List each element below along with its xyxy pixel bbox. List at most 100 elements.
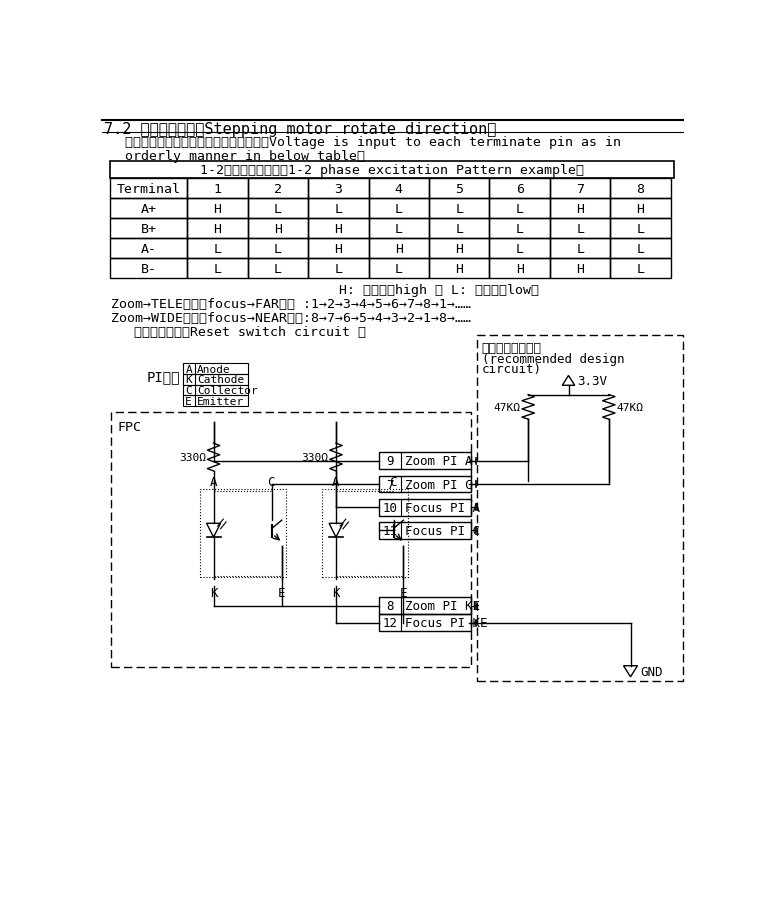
Text: A+: A+ <box>140 202 156 216</box>
Text: E: E <box>400 587 408 600</box>
Text: L: L <box>274 243 282 256</box>
Bar <box>182 396 247 406</box>
Text: orderly manner in below table）: orderly manner in below table） <box>125 150 365 163</box>
Text: H: H <box>214 223 221 236</box>
Text: L: L <box>214 263 221 275</box>
Text: Focus PI C: Focus PI C <box>405 524 480 537</box>
Text: 电压输入到每个端子的顺序方式见下表（Voltage is input to each terminate pin as in: 电压输入到每个端子的顺序方式见下表（Voltage is input to ea… <box>125 136 621 149</box>
Text: 6: 6 <box>516 182 524 196</box>
Text: L: L <box>637 223 644 236</box>
Bar <box>187 179 247 200</box>
Text: 3: 3 <box>334 182 342 196</box>
Text: B-: B- <box>140 263 156 275</box>
Bar <box>379 476 471 493</box>
Text: A: A <box>185 364 192 374</box>
Bar <box>429 179 489 200</box>
Text: H: H <box>455 263 463 275</box>
Bar <box>110 239 187 259</box>
Bar <box>187 200 247 219</box>
Bar <box>611 219 671 239</box>
Bar <box>611 259 671 279</box>
Bar <box>110 259 187 279</box>
Bar <box>368 259 429 279</box>
Text: H: H <box>334 243 342 256</box>
Text: L: L <box>576 223 584 236</box>
Text: 12: 12 <box>383 617 398 629</box>
Text: (recommended design: (recommended design <box>482 352 624 365</box>
Text: 9: 9 <box>387 455 394 468</box>
Bar <box>429 259 489 279</box>
Text: L: L <box>455 202 463 216</box>
Text: 7: 7 <box>576 182 584 196</box>
Bar <box>379 522 471 539</box>
Text: L: L <box>274 263 282 275</box>
Text: H: H <box>576 263 584 275</box>
Text: 1: 1 <box>214 182 221 196</box>
Bar <box>550 179 611 200</box>
Text: L: L <box>394 202 403 216</box>
Bar <box>187 259 247 279</box>
Bar <box>489 179 550 200</box>
Bar <box>247 200 308 219</box>
Text: 1-2相励磁模式示例（1-2 phase excitation Pattern example）: 1-2相励磁模式示例（1-2 phase excitation Pattern … <box>200 164 584 177</box>
Text: E: E <box>278 587 286 600</box>
Text: L: L <box>637 263 644 275</box>
Text: L: L <box>516 223 524 236</box>
Text: L: L <box>637 243 644 256</box>
Text: PI回路: PI回路 <box>147 370 181 384</box>
Bar <box>550 259 611 279</box>
Text: Zoom PI KE: Zoom PI KE <box>405 600 480 612</box>
Text: C: C <box>267 475 275 489</box>
Text: Collector: Collector <box>198 386 258 396</box>
Text: 复位开关电路（Reset switch circuit ）: 复位开关电路（Reset switch circuit ） <box>135 325 366 339</box>
Text: L: L <box>214 243 221 256</box>
Text: L: L <box>274 202 282 216</box>
Text: A-: A- <box>140 243 156 256</box>
Text: 2: 2 <box>274 182 282 196</box>
Text: L: L <box>516 202 524 216</box>
Text: 7.2 步进电机转向（Stepping motor rotate direction）: 7.2 步进电机转向（Stepping motor rotate directi… <box>103 121 496 136</box>
Bar <box>368 239 429 259</box>
Bar <box>550 200 611 219</box>
Bar <box>429 200 489 219</box>
Text: H: H <box>576 202 584 216</box>
Text: C: C <box>185 386 192 396</box>
Bar <box>379 598 471 614</box>
Bar <box>187 219 247 239</box>
Text: Emitter: Emitter <box>198 396 244 406</box>
Text: 330Ω: 330Ω <box>178 452 206 462</box>
Text: H: H <box>455 243 463 256</box>
Text: 8: 8 <box>637 182 644 196</box>
Bar <box>308 200 368 219</box>
Text: A: A <box>332 475 340 489</box>
Bar <box>182 364 247 375</box>
Bar <box>489 259 550 279</box>
Text: A: A <box>210 475 218 489</box>
Text: 5: 5 <box>455 182 463 196</box>
Text: 8: 8 <box>387 600 394 612</box>
Text: H: H <box>214 202 221 216</box>
Bar <box>379 499 471 516</box>
Bar <box>550 239 611 259</box>
Text: L: L <box>455 223 463 236</box>
Bar <box>200 489 286 578</box>
Bar <box>110 179 187 200</box>
Text: K: K <box>332 587 340 600</box>
Bar <box>477 335 683 682</box>
Text: L: L <box>394 263 403 275</box>
Text: H: H <box>274 223 282 236</box>
Text: Focus PI KE: Focus PI KE <box>405 617 487 629</box>
Bar <box>247 259 308 279</box>
Bar <box>111 413 471 666</box>
Bar <box>308 179 368 200</box>
Text: H: 高电位（high ） L: 低电位（low）: H: 高电位（high ） L: 低电位（low） <box>339 284 539 296</box>
Text: GND: GND <box>640 665 663 678</box>
Bar <box>322 489 408 578</box>
Text: H: H <box>334 223 342 236</box>
Text: 3.3V: 3.3V <box>577 375 607 387</box>
Bar <box>611 179 671 200</box>
Bar <box>187 239 247 259</box>
Text: Focus PI A: Focus PI A <box>405 501 480 514</box>
Bar <box>429 219 489 239</box>
Bar <box>110 219 187 239</box>
